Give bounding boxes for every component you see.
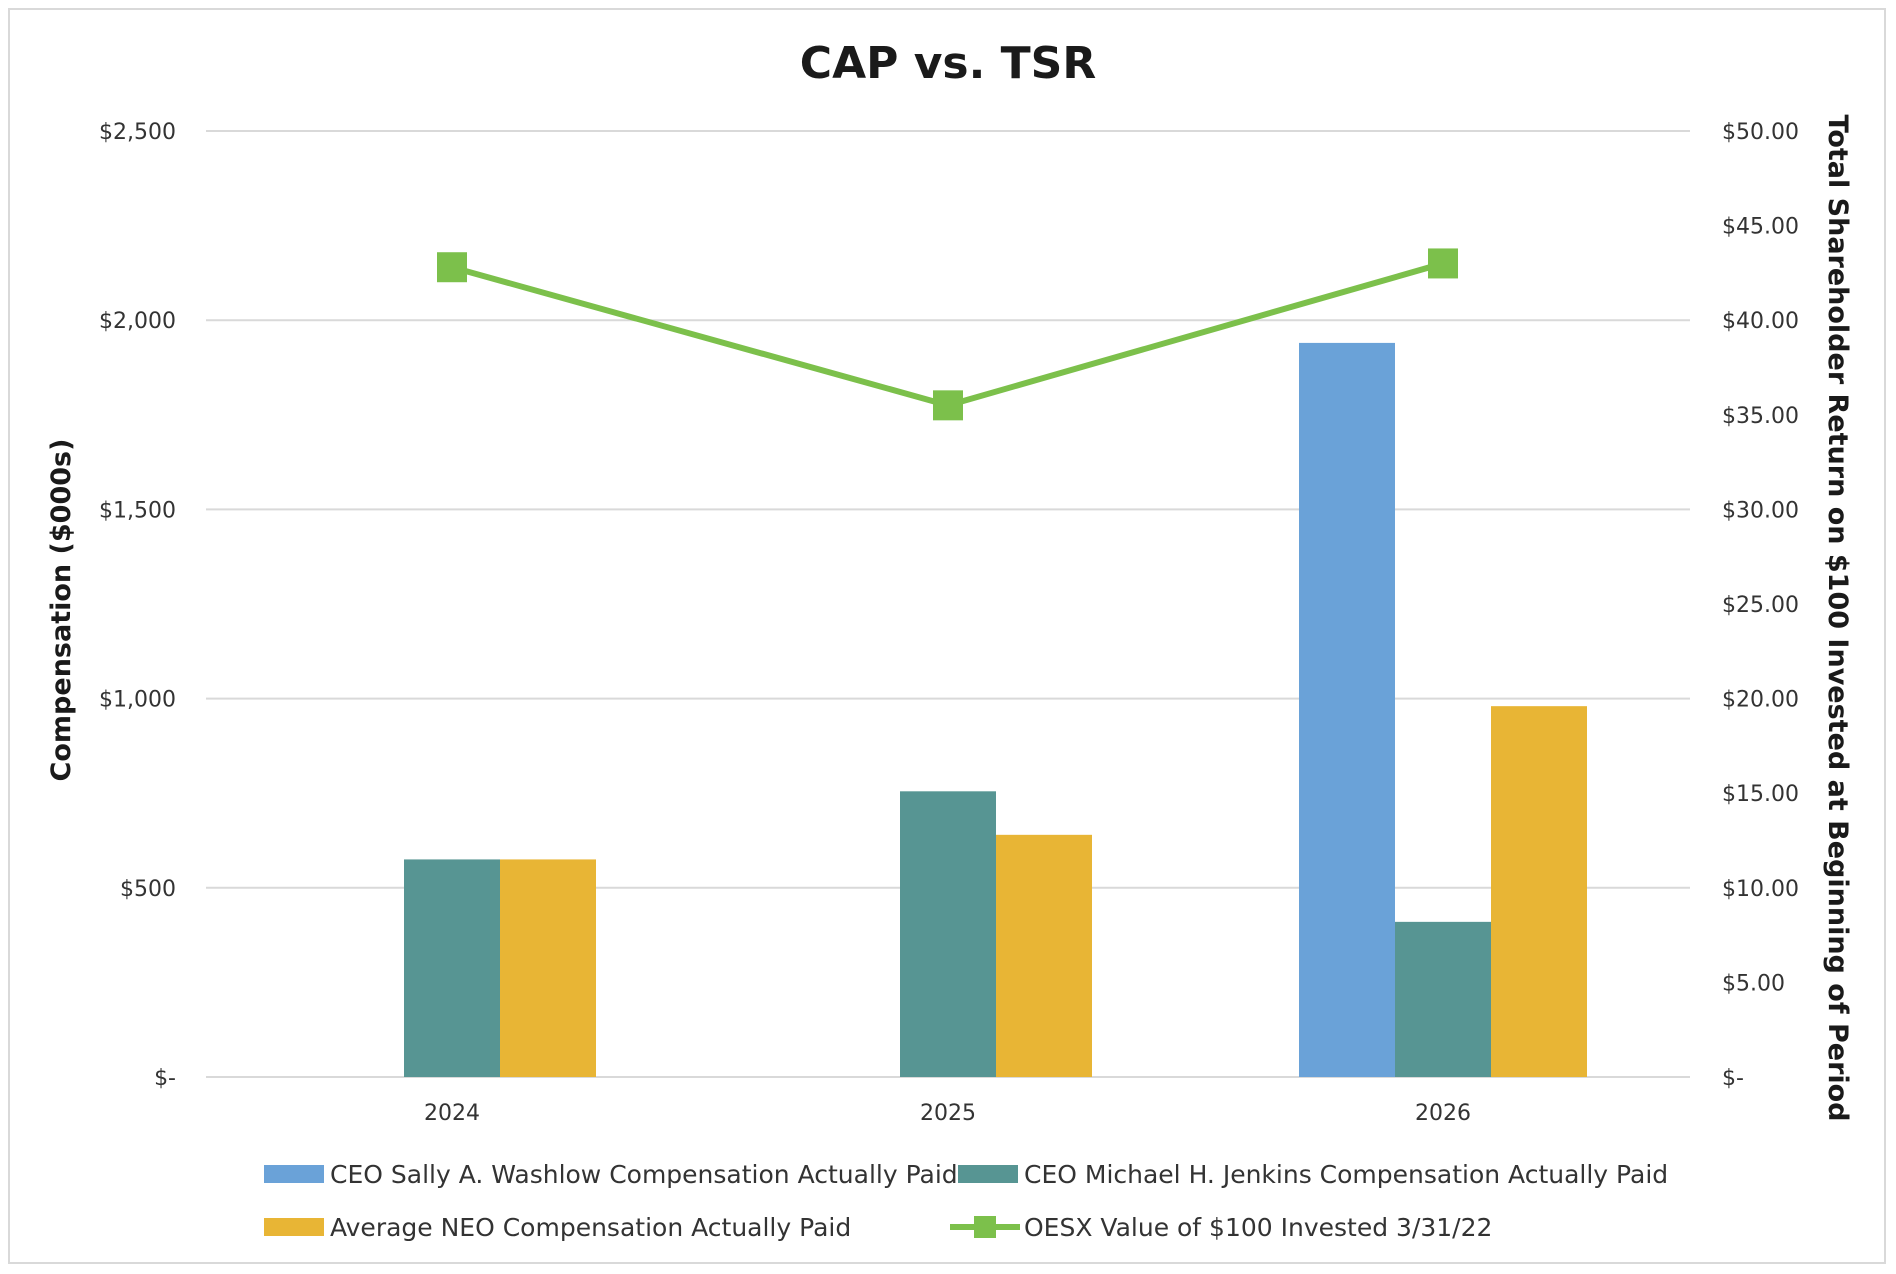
legend-label: Average NEO Compensation Actually Paid <box>330 1213 851 1242</box>
right-tick-label: $30.00 <box>1722 498 1799 523</box>
right-axis-title: Total Shareholder Return on $100 Investe… <box>1822 114 1853 1121</box>
left-tick-label: $2,500 <box>99 120 176 145</box>
right-tick-label: $40.00 <box>1722 309 1799 334</box>
right-axis-ticks: $- $5.00 $10.00 $15.00 $20.00 $25.00 $30.00 $35… <box>1722 120 1799 1091</box>
left-tick-label: $2,000 <box>99 309 176 334</box>
right-tick-label: $20.00 <box>1722 688 1799 713</box>
legend: CEO Sally A. Washlow Compensation Actual… <box>264 1160 1668 1242</box>
x-axis-ticks: 2024 2025 2026 <box>424 1101 1471 1126</box>
bar <box>996 834 1092 1077</box>
legend-swatch <box>264 1218 324 1236</box>
left-axis-ticks: $- $500 $1,000 $1,500 $2,000 $2,500 <box>99 120 176 1091</box>
legend-label: OESX Value of $100 Invested 3/31/22 <box>1024 1213 1492 1242</box>
bar <box>900 791 996 1077</box>
bars <box>404 342 1587 1077</box>
legend-swatch <box>958 1165 1018 1183</box>
right-tick-label: $50.00 <box>1722 120 1799 145</box>
left-axis-title: Compensation ($000s) <box>46 439 77 782</box>
right-tick-label: $- <box>1722 1066 1744 1091</box>
tsr-point <box>437 252 467 283</box>
x-tick-label: 2025 <box>920 1101 976 1126</box>
legend-label: CEO Sally A. Washlow Compensation Actual… <box>330 1160 958 1189</box>
legend-marker <box>974 1216 996 1238</box>
left-tick-label: $500 <box>120 877 176 902</box>
legend-label: CEO Michael H. Jenkins Compensation Actu… <box>1024 1160 1668 1189</box>
tsr-point <box>1428 248 1458 279</box>
right-tick-label: $15.00 <box>1722 782 1799 807</box>
tsr-point <box>933 390 963 421</box>
right-tick-label: $35.00 <box>1722 404 1799 429</box>
x-tick-label: 2026 <box>1415 1101 1471 1126</box>
right-tick-label: $10.00 <box>1722 877 1799 902</box>
bar <box>1395 921 1491 1077</box>
left-tick-label: $1,500 <box>99 498 176 523</box>
right-tick-label: $45.00 <box>1722 215 1799 240</box>
chart-title: CAP vs. TSR <box>800 38 1096 89</box>
legend-swatch <box>264 1165 324 1183</box>
bar <box>500 859 596 1077</box>
bar <box>1491 706 1587 1077</box>
right-tick-label: $5.00 <box>1722 971 1785 996</box>
x-tick-label: 2024 <box>424 1101 480 1126</box>
tsr-line-path <box>451 260 1444 409</box>
left-tick-label: $1,000 <box>99 688 176 713</box>
tsr-line <box>437 248 1458 421</box>
bar <box>404 859 500 1077</box>
bar <box>1299 342 1395 1077</box>
left-tick-label: $- <box>154 1066 176 1091</box>
right-tick-label: $25.00 <box>1722 593 1799 618</box>
